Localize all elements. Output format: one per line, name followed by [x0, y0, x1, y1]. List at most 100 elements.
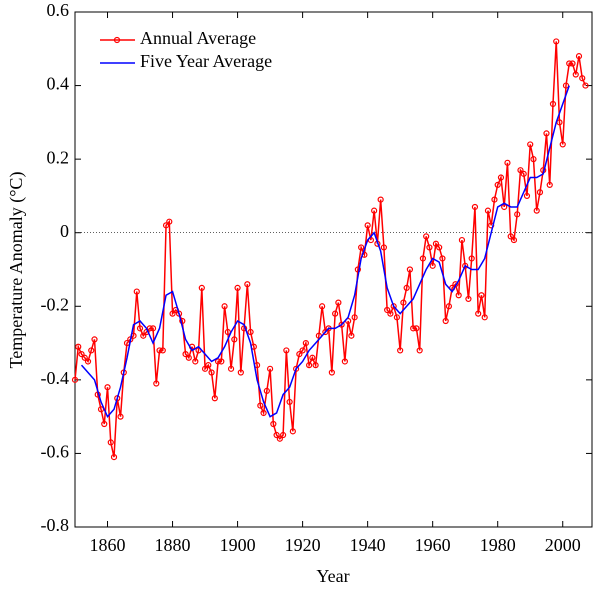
data-point — [527, 141, 534, 148]
data-point — [328, 369, 335, 376]
y-tick-label: -0.8 — [41, 515, 70, 535]
data-point — [348, 332, 355, 339]
data-point — [400, 299, 407, 306]
data-point — [533, 207, 540, 214]
data-point — [377, 196, 384, 203]
data-point — [211, 395, 218, 402]
data-point — [156, 347, 163, 354]
plot-frame — [74, 11, 593, 528]
data-point — [413, 325, 420, 332]
data-point — [214, 358, 222, 365]
x-axis-label: Year — [316, 566, 349, 586]
data-point — [517, 167, 524, 174]
data-point — [107, 439, 114, 446]
data-point — [84, 358, 92, 365]
y-tick-label: 0.6 — [47, 0, 70, 20]
data-point — [71, 376, 79, 383]
y-tick-label: 0.4 — [47, 74, 70, 94]
data-point — [462, 262, 469, 269]
data-point — [341, 358, 348, 365]
data-point — [358, 244, 365, 251]
data-point — [280, 431, 287, 439]
legend-label: Annual Average — [140, 28, 256, 48]
data-point — [442, 317, 449, 325]
x-tick-label: 1920 — [285, 535, 321, 555]
data-point — [270, 420, 277, 428]
data-point — [384, 306, 391, 314]
data-point — [263, 387, 270, 394]
data-point — [416, 347, 423, 354]
data-point — [166, 218, 173, 225]
data-point — [475, 310, 482, 317]
data-point — [569, 60, 576, 67]
data-point — [169, 310, 176, 317]
data-point — [432, 240, 440, 247]
series-line — [80, 85, 570, 419]
data-point — [192, 358, 199, 365]
data-point — [81, 354, 88, 361]
data-point — [322, 328, 329, 336]
data-point — [566, 60, 573, 67]
data-point — [423, 233, 430, 240]
data-point — [312, 362, 319, 369]
data-point — [403, 284, 410, 291]
data-point — [380, 244, 387, 251]
x-tick-label: 1980 — [480, 535, 516, 555]
data-point — [309, 354, 316, 361]
data-point — [390, 303, 397, 310]
data-point — [504, 159, 511, 166]
data-point — [371, 207, 378, 214]
data-point — [273, 431, 280, 439]
data-point — [149, 325, 157, 332]
data-point — [182, 351, 189, 358]
data-point — [296, 351, 303, 358]
data-point — [471, 203, 479, 211]
data-point — [289, 428, 296, 435]
y-axis-label: Temperature Anomaly (°C) — [6, 172, 27, 369]
data-point — [283, 347, 290, 354]
data-point — [302, 339, 309, 347]
x-tick-label: 1860 — [90, 535, 126, 555]
data-point — [299, 347, 306, 354]
data-point — [218, 358, 225, 365]
data-point — [484, 207, 492, 214]
data-point — [332, 310, 339, 317]
data-point — [543, 130, 550, 137]
legend-marker — [113, 36, 121, 44]
data-point — [397, 347, 404, 354]
data-point — [78, 351, 85, 358]
data-point — [101, 420, 108, 428]
data-point — [351, 314, 358, 321]
data-point — [201, 365, 209, 372]
data-point — [559, 141, 566, 148]
data-point — [575, 53, 583, 60]
data-point — [234, 284, 241, 291]
data-point — [553, 38, 560, 45]
data-point — [445, 303, 453, 310]
data-point — [419, 255, 427, 262]
data-point — [455, 292, 462, 299]
data-point — [523, 192, 531, 200]
data-point — [426, 244, 433, 251]
data-point — [393, 314, 401, 321]
y-tick-label: -0.6 — [41, 442, 70, 462]
x-tick-label: 1940 — [350, 535, 386, 555]
data-point — [572, 71, 579, 78]
data-point — [494, 181, 501, 188]
data-point — [439, 255, 446, 262]
legend-label: Five Year Average — [140, 51, 272, 71]
data-point — [530, 156, 537, 163]
y-tick-label: 0.2 — [47, 147, 70, 167]
x-tick-label: 2000 — [545, 535, 581, 555]
data-point — [293, 365, 300, 372]
data-point — [478, 292, 485, 299]
data-point — [410, 325, 417, 332]
data-point — [244, 281, 251, 288]
data-point — [507, 233, 514, 240]
data-point — [276, 435, 283, 442]
data-point — [468, 255, 475, 262]
data-point — [185, 354, 192, 361]
data-point — [231, 336, 238, 343]
data-point — [205, 362, 212, 369]
